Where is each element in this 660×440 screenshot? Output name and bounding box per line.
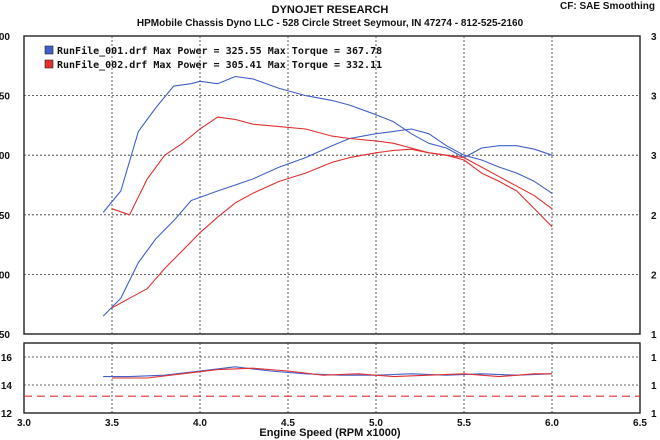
main-plot-frame	[23, 35, 641, 335]
y-tick-label-left: 200	[0, 270, 10, 281]
x-tick-label: 4.5	[281, 418, 295, 429]
main-series-group	[102, 75, 553, 317]
y-tick-label-left: 300	[0, 151, 10, 162]
legend-swatch-run1	[44, 45, 54, 55]
legend-entry-run1: RunFile_001.drf Max Power = 325.55 Max T…	[57, 45, 382, 57]
afr-y-tick-label-right: 1	[651, 353, 657, 364]
y-tick-label-right: 2	[651, 211, 657, 222]
legend-swatch-run2	[44, 59, 54, 69]
afr-grid	[24, 343, 640, 413]
x-tick-label: 3.5	[105, 418, 119, 429]
afr-y-tick-label-left: 12	[1, 409, 13, 420]
x-axis-label: Engine Speed (RPM x1000)	[259, 427, 401, 439]
afr-series-line	[112, 367, 552, 379]
main-grid	[24, 36, 640, 334]
x-tick-label: 4.0	[193, 418, 207, 429]
chart-title: DYNOJET RESEARCH	[272, 4, 389, 16]
y-tick-label-left: 400	[0, 32, 10, 43]
legend-entry-run2: RunFile_002.drf Max Power = 305.41 Max T…	[57, 59, 382, 71]
x-tick-label: 6.5	[633, 418, 647, 429]
afr-y-tick-label-left: 14	[1, 381, 13, 392]
legend: RunFile_001.drf Max Power = 325.55 Max T…	[44, 45, 382, 71]
x-tick-label: 3.0	[17, 418, 31, 429]
afr-series-group	[24, 366, 640, 397]
afr-y-tick-label-right: 1	[651, 409, 657, 420]
y-tick-label-left: 350	[0, 92, 10, 103]
y-tick-label-right: 3	[651, 32, 657, 43]
series-line	[102, 128, 553, 317]
afr-y-tick-label-right: 1	[651, 381, 657, 392]
afr-series-line	[103, 366, 553, 378]
afr-y-ticks: 16 14 12 1 1 1	[1, 353, 657, 420]
correction-factor-label: CF: SAE Smoothing	[560, 1, 655, 12]
series-line	[111, 148, 553, 309]
main-y-ticks: 400 350 300 250 200 150 3 3 3 2 2 1	[0, 32, 657, 341]
y-tick-label-right: 3	[651, 151, 657, 162]
series-line	[102, 75, 553, 213]
x-tick-label: 5.0	[369, 418, 383, 429]
x-tick-label: 5.5	[457, 418, 471, 429]
y-tick-label-right: 3	[651, 92, 657, 103]
y-tick-label-left: 150	[0, 330, 10, 341]
afr-y-tick-label-left: 16	[1, 353, 13, 364]
afr-plot: 16 14 12 1 1 1	[1, 342, 657, 420]
y-tick-label-left: 250	[0, 211, 10, 222]
y-tick-label-right: 1	[651, 330, 657, 341]
main-plot: 400 350 300 250 200 150 3 3 3 2 2 1	[0, 32, 657, 341]
chart-subtitle: HPMobile Chassis Dyno LLC - 528 Circle S…	[137, 18, 524, 29]
x-axis-ticks: 3.0 3.5 4.0 4.5 5.0 5.5 6.0 6.5	[17, 418, 647, 429]
series-line	[111, 116, 553, 228]
y-tick-label-right: 2	[651, 270, 657, 281]
x-tick-label: 6.0	[545, 418, 559, 429]
